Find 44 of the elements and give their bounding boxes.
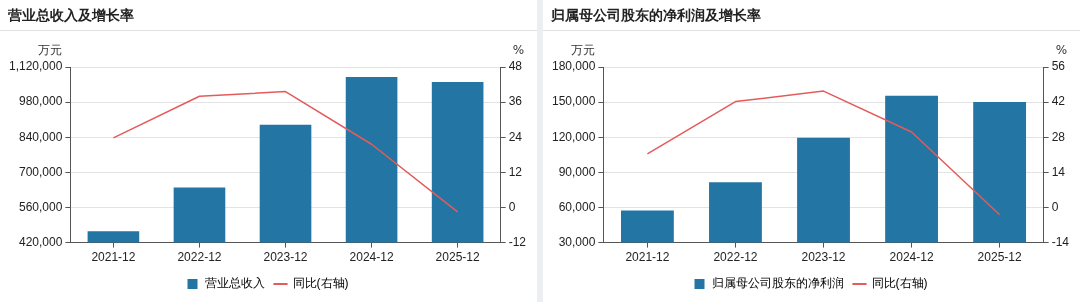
y-tick-label: 60,000	[558, 199, 596, 214]
y-tick-label: 120,000	[551, 129, 596, 144]
y-axis-title: 万元	[38, 43, 63, 58]
y-axis-title: 万元	[571, 43, 596, 58]
y-tick-label: 420,000	[18, 234, 63, 249]
y-tick-label: 840,000	[18, 129, 63, 144]
legend-label: 营业总收入	[204, 276, 265, 291]
y2-axis-title: %	[512, 43, 525, 58]
y-tick-label: 180,000	[551, 59, 596, 74]
y-tick-label: 560,000	[18, 199, 63, 214]
x-tick-label: 2025-12	[435, 250, 480, 265]
x-tick-label: 2023-12	[263, 250, 308, 265]
y2-tick-label: -12	[508, 234, 527, 249]
y-tick-label: 1,120,000	[8, 59, 63, 74]
chart-title: 归属母公司股东的净利润及增长率	[543, 0, 1080, 31]
y2-tick-label: 28	[1051, 129, 1066, 144]
y2-tick-label: 14	[1051, 164, 1066, 179]
y2-tick-label: 42	[1051, 94, 1066, 109]
x-tick-label: 2024-12	[889, 250, 934, 265]
y2-axis-title: %	[1055, 43, 1068, 58]
y-tick-label: 90,000	[558, 164, 596, 179]
y2-tick-label: -14	[1051, 234, 1070, 249]
y2-tick-label: 0	[1051, 199, 1059, 214]
x-tick-label: 2022-12	[713, 250, 758, 265]
x-tick-label: 2025-12	[977, 250, 1022, 265]
y2-tick-label: 12	[508, 164, 523, 179]
x-tick-label: 2024-12	[349, 250, 394, 265]
y2-tick-label: 24	[508, 129, 523, 144]
legend-label: 同比(右轴)	[292, 276, 349, 291]
legend-label: 归属母公司股东的净利润	[711, 276, 844, 291]
y2-tick-label: 56	[1051, 59, 1066, 74]
y-tick-label: 150,000	[551, 94, 596, 109]
x-tick-label: 2021-12	[625, 250, 670, 265]
chart-title: 营业总收入及增长率	[0, 0, 537, 31]
y2-tick-label: 0	[508, 199, 516, 214]
x-tick-label: 2022-12	[177, 250, 222, 265]
x-tick-label: 2023-12	[801, 250, 846, 265]
y-tick-label: 30,000	[558, 234, 596, 249]
legend-label: 同比(右轴)	[871, 276, 928, 291]
y2-tick-label: 36	[508, 94, 523, 109]
y-tick-label: 700,000	[18, 164, 63, 179]
y2-tick-label: 48	[508, 59, 523, 74]
x-tick-label: 2021-12	[91, 250, 136, 265]
y-tick-label: 980,000	[18, 94, 63, 109]
